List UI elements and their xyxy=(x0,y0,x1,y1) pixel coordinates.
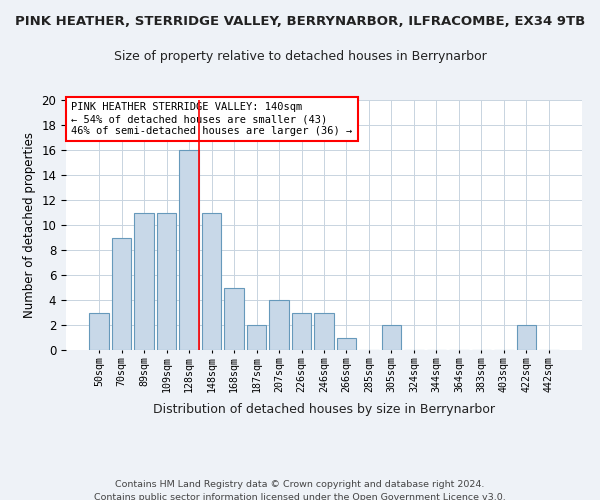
Bar xyxy=(314,312,334,350)
Bar xyxy=(247,325,266,350)
Bar xyxy=(157,212,176,350)
Bar xyxy=(337,338,356,350)
Bar xyxy=(382,325,401,350)
Bar xyxy=(134,212,154,350)
Bar xyxy=(269,300,289,350)
Text: PINK HEATHER STERRIDGE VALLEY: 140sqm
← 54% of detached houses are smaller (43)
: PINK HEATHER STERRIDGE VALLEY: 140sqm ← … xyxy=(71,102,352,136)
Bar xyxy=(89,312,109,350)
Y-axis label: Number of detached properties: Number of detached properties xyxy=(23,132,36,318)
Bar xyxy=(224,288,244,350)
Bar xyxy=(179,150,199,350)
Text: PINK HEATHER, STERRIDGE VALLEY, BERRYNARBOR, ILFRACOMBE, EX34 9TB: PINK HEATHER, STERRIDGE VALLEY, BERRYNAR… xyxy=(15,15,585,28)
Bar xyxy=(112,238,131,350)
Text: Size of property relative to detached houses in Berrynarbor: Size of property relative to detached ho… xyxy=(113,50,487,63)
Text: Contains HM Land Registry data © Crown copyright and database right 2024.
Contai: Contains HM Land Registry data © Crown c… xyxy=(94,480,506,500)
Bar xyxy=(202,212,221,350)
Text: Distribution of detached houses by size in Berrynarbor: Distribution of detached houses by size … xyxy=(153,402,495,415)
Bar xyxy=(517,325,536,350)
Bar xyxy=(292,312,311,350)
